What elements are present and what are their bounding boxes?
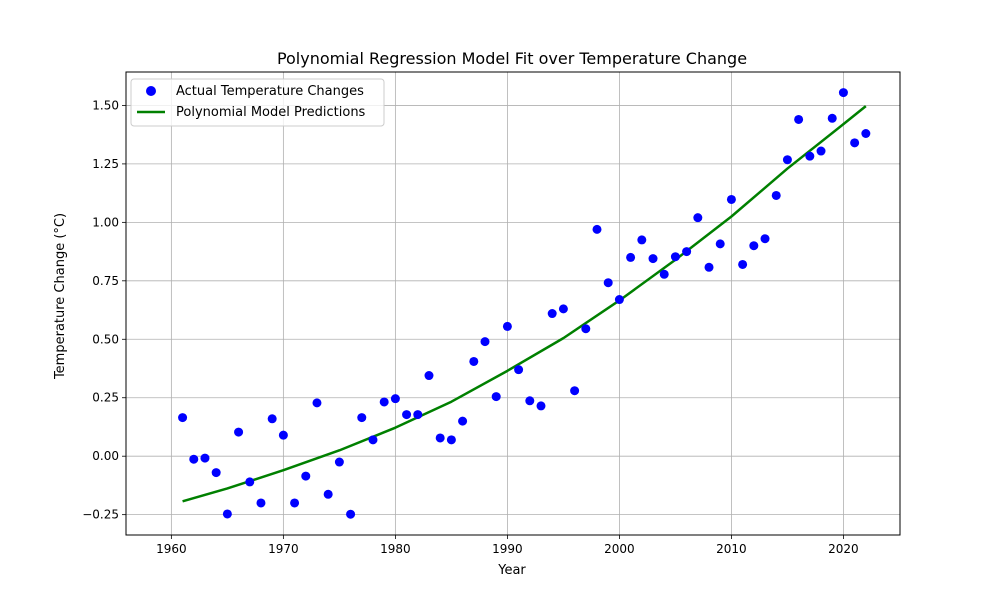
data-point [805,151,815,161]
chart-title: Polynomial Regression Model Fit over Tem… [277,49,747,68]
data-point [547,309,557,319]
data-point [749,241,759,251]
data-point [256,498,266,508]
data-point [592,224,602,234]
x-axis: 1960 1970 1980 1990 2000 2010 2020 [156,535,859,556]
x-axis-title: Year [497,563,526,578]
y-axis: −0.25 0.00 0.25 0.50 0.75 1.00 1.25 1.50 [82,98,126,522]
data-point [637,235,647,245]
data-point [458,416,468,426]
data-point [278,430,288,440]
x-tick-label: 1980 [380,542,411,556]
y-tick-label: −0.25 [82,508,119,522]
data-point [558,304,568,314]
data-point [861,129,871,138]
data-point [402,410,412,420]
data-point [536,401,546,411]
data-point [446,435,456,445]
x-tick-label: 2020 [828,542,859,556]
data-point [659,269,669,279]
data-point [334,457,344,467]
data-point [648,254,658,264]
data-point [525,396,535,406]
y-tick-label: 1.00 [92,215,119,229]
data-point [626,252,636,262]
data-point [424,371,434,381]
data-point [222,509,232,519]
data-point [738,259,748,269]
data-point [682,247,692,257]
data-point [312,398,322,408]
data-point [838,88,848,98]
y-tick-label: 1.50 [92,98,119,112]
data-point [816,146,826,156]
data-point [480,337,490,347]
data-point [245,477,255,487]
data-point [390,394,400,404]
data-point [469,356,479,366]
x-tick-label: 1960 [156,542,187,556]
data-point [794,114,804,124]
data-point [357,413,367,423]
data-point [368,435,378,445]
data-point [301,471,311,481]
y-tick-label: 0.50 [92,332,119,346]
data-point [715,239,725,249]
data-point [603,278,613,288]
data-point [850,138,860,148]
y-axis-title: Temperature Change (°C) [53,213,68,380]
y-tick-label: 0.75 [92,274,119,288]
data-point [234,427,244,437]
legend: Actual Temperature Changes Polynomial Mo… [130,78,385,127]
data-point [726,194,736,204]
data-point [491,392,501,402]
data-point [290,498,300,508]
data-point [178,413,188,423]
x-tick-label: 1970 [268,542,299,556]
x-tick-label: 1990 [492,542,523,556]
grid [126,72,900,535]
data-point [189,454,199,464]
data-point [514,365,524,375]
data-point [323,489,333,499]
data-point [435,433,445,443]
data-point [614,295,624,305]
data-point [704,262,714,272]
y-tick-label: 0.25 [92,391,119,405]
data-point [267,414,277,424]
data-point [570,386,580,396]
legend-label-actual: Actual Temperature Changes [176,84,364,99]
data-point [782,155,792,165]
plot-frame [125,71,901,536]
y-tick-label: 0.00 [92,449,119,463]
data-point [771,190,781,200]
data-point [670,252,680,262]
line-layer [182,105,867,503]
model-prediction-line [182,105,867,503]
data-point [413,410,423,420]
data-point [502,321,512,331]
x-tick-label: 2010 [716,542,747,556]
legend-box [130,78,385,127]
legend-scatter-marker [146,86,156,96]
data-point [200,453,210,463]
data-point [379,397,389,407]
data-point [211,468,221,478]
legend-label-model: Polynomial Model Predictions [176,105,366,120]
x-tick-label: 2000 [604,542,635,556]
data-point [693,213,703,223]
data-point [827,113,837,123]
data-point [581,324,591,334]
y-tick-label: 1.25 [92,157,119,171]
data-point [346,509,356,519]
data-point [760,234,770,244]
point-layer [178,88,871,519]
